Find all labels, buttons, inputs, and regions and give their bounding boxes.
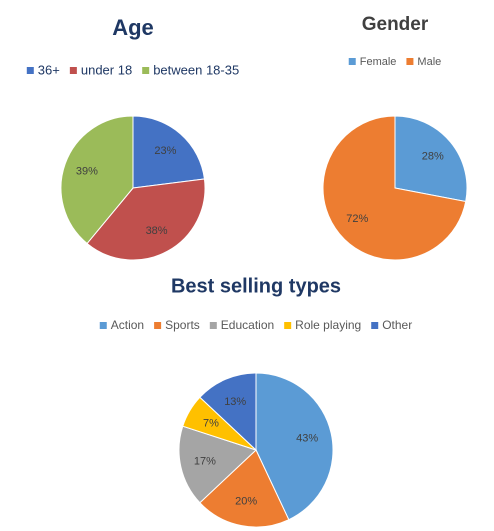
legend-swatch (209, 322, 217, 329)
legend-label: Other (382, 318, 412, 332)
data-label: 7% (203, 417, 219, 429)
data-label: 39% (76, 165, 98, 177)
data-label: 28% (422, 151, 444, 163)
legend-swatch (348, 58, 356, 65)
data-label: 43% (296, 432, 318, 444)
legend-swatch (99, 322, 107, 329)
legend-item: between 18-35 (142, 62, 239, 77)
legend-swatch (26, 67, 34, 74)
legend-item: Role playing (284, 318, 361, 332)
data-label: 38% (146, 225, 168, 237)
legend-label: Sports (165, 318, 200, 332)
data-label: 13% (224, 396, 246, 408)
legend-label: 36+ (38, 62, 60, 77)
data-label: 72% (346, 213, 368, 225)
legend-item: Other (371, 318, 412, 332)
legend-item: Education (209, 318, 274, 332)
legend-swatch (371, 322, 379, 329)
legend-swatch (69, 67, 77, 74)
legend-label: Role playing (295, 318, 361, 332)
pie-slice (132, 115, 205, 189)
pie-slice (86, 178, 206, 261)
pie-slice (394, 115, 468, 203)
legend-label: Female (360, 56, 397, 68)
chart-title: Age (112, 15, 154, 40)
pie-slice (199, 372, 257, 452)
data-label: 23% (154, 145, 176, 157)
legend-label: Education (221, 318, 274, 332)
pie-slice (60, 115, 134, 245)
legend-label: Male (417, 56, 441, 68)
legend-item: Sports (154, 318, 200, 332)
legend-swatch (154, 322, 162, 329)
data-label: 17% (194, 455, 216, 467)
legend-item: under 18 (69, 62, 132, 77)
pie-slice (199, 449, 290, 528)
chart-title: Gender (362, 14, 429, 35)
legend-swatch (406, 58, 414, 65)
legend-label: under 18 (81, 62, 132, 77)
legend-label: between 18-35 (153, 62, 239, 77)
legend-swatch (284, 322, 292, 329)
pie-slice (178, 425, 257, 504)
legend-label: Action (111, 318, 144, 332)
legend-item: Action (99, 318, 144, 332)
legend-swatch (142, 67, 150, 74)
pie-slice (322, 115, 467, 261)
chart-title: Best selling types (171, 275, 341, 297)
pie-slice (255, 372, 334, 521)
data-label: 20% (235, 495, 257, 507)
legend-item: Male (406, 56, 441, 68)
legend-item: Female (348, 56, 397, 68)
legend-item: 36+ (26, 62, 60, 77)
